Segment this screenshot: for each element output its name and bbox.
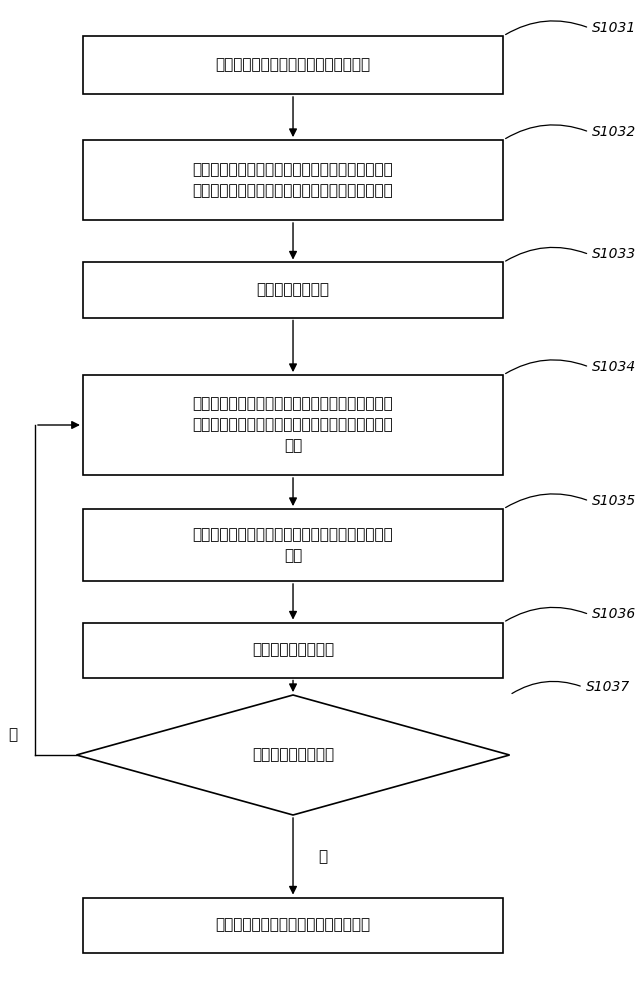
Bar	[83, 509, 503, 581]
Text: S1033: S1033	[592, 247, 636, 261]
Text: 初始化水平集函数: 初始化水平集函数	[257, 282, 329, 298]
Bar	[83, 262, 503, 318]
Text: 计算演化曲线内部拟合值和演化曲线外部的图像拟
合值: 计算演化曲线内部拟合值和演化曲线外部的图像拟 合值	[192, 527, 394, 563]
Text: 演化曲线是否稳定？: 演化曲线是否稳定？	[252, 748, 334, 762]
Text: S1036: S1036	[592, 608, 636, 622]
Bar	[83, 36, 503, 94]
Text: 否: 否	[8, 728, 17, 742]
Bar	[83, 898, 503, 952]
Text: 分割结束，输出得到晶圆掺杂物的图像: 分割结束，输出得到晶圆掺杂物的图像	[215, 918, 371, 932]
Text: 计算聚类中心点值、闭合演化曲线外部的图像熵、
演化曲线内部的权重系数以及演化曲线外部的权重
系数: 计算聚类中心点值、闭合演化曲线外部的图像熵、 演化曲线内部的权重系数以及演化曲线…	[192, 396, 394, 454]
Polygon shape	[76, 695, 510, 815]
Text: 是: 是	[318, 849, 327, 864]
Text: S1031: S1031	[592, 21, 636, 35]
Text: 根据晶圆图像，设置总体能量泛函的各项参数，以
及聚类数目和闭合演化曲线外部的图像熵窗口大小: 根据晶圆图像，设置总体能量泛函的各项参数，以 及聚类数目和闭合演化曲线外部的图像…	[192, 162, 394, 198]
Bar	[83, 622, 503, 678]
Text: 计算更新水平集函数: 计算更新水平集函数	[252, 643, 334, 658]
Text: 将晶圆图像输入区域型变分水平集模型: 将晶圆图像输入区域型变分水平集模型	[215, 57, 371, 73]
Text: S1035: S1035	[592, 494, 636, 508]
Text: S1034: S1034	[592, 360, 636, 374]
Bar	[83, 375, 503, 475]
Bar	[83, 140, 503, 220]
Text: S1037: S1037	[586, 680, 630, 694]
Text: S1032: S1032	[592, 125, 636, 139]
